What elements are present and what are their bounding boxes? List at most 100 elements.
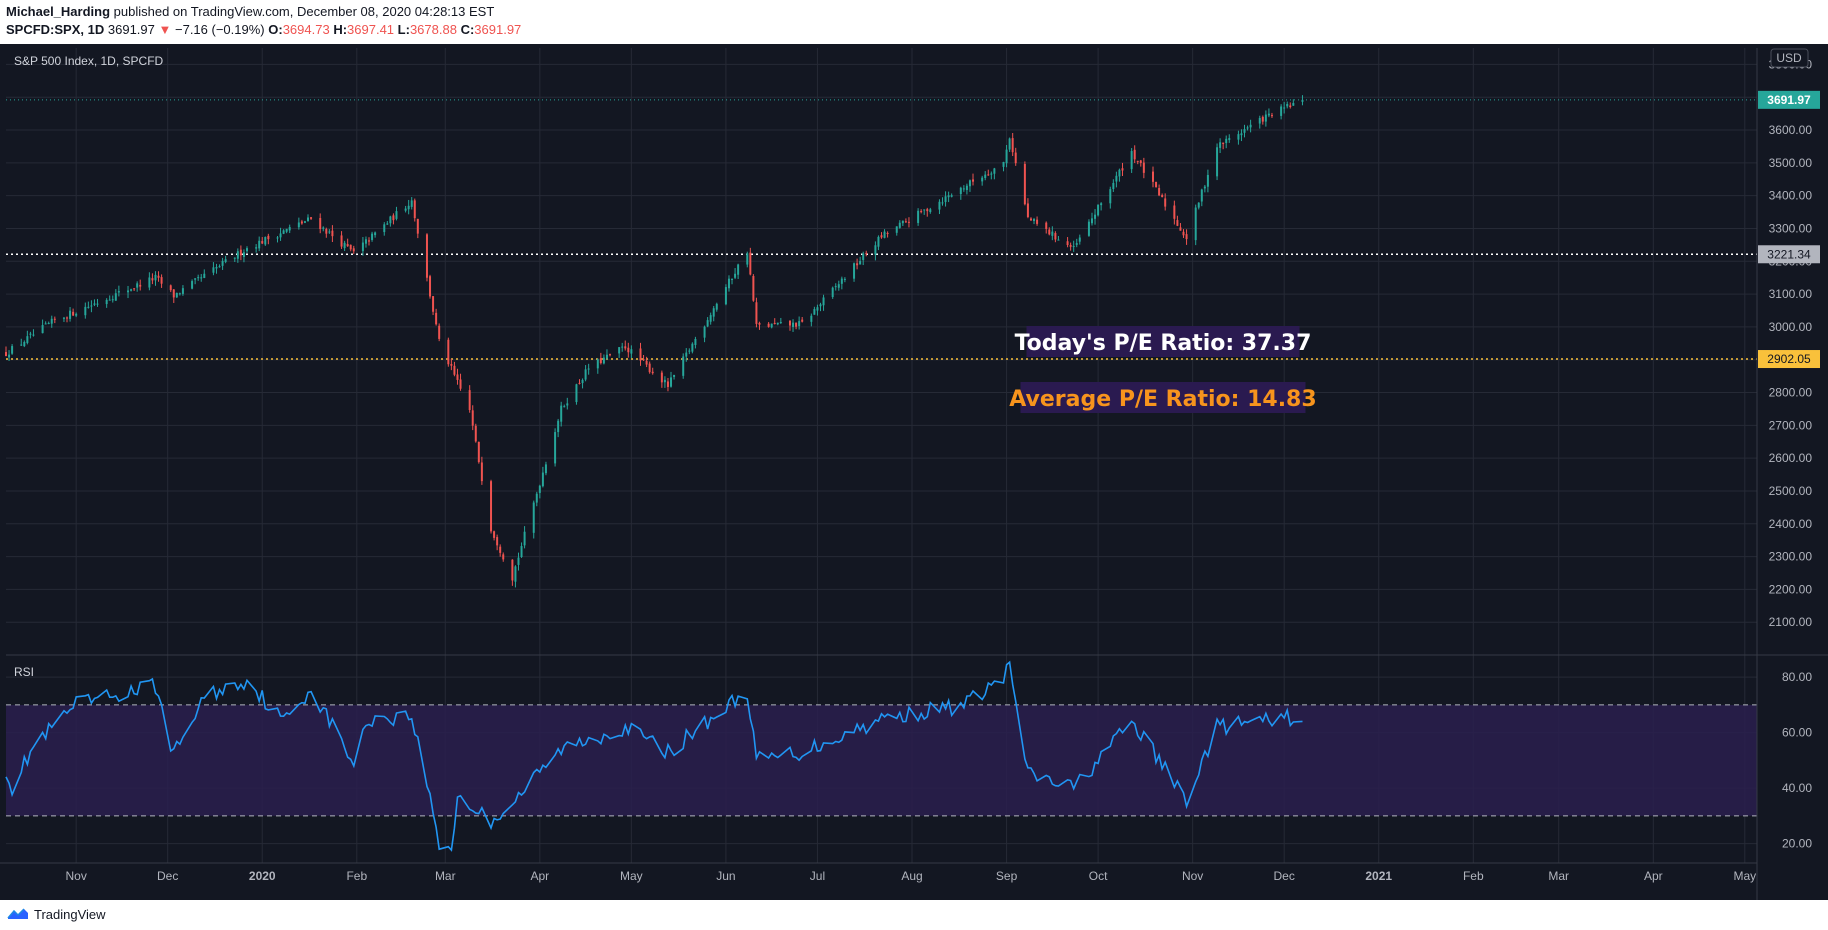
candle-body bbox=[1179, 227, 1182, 231]
candle-body bbox=[779, 321, 782, 323]
price-tick-label: 2500.00 bbox=[1769, 484, 1813, 498]
rsi-axis[interactable]: 80.00 60.00 40.00 20.00 bbox=[1782, 670, 1812, 850]
candle-body bbox=[5, 352, 7, 357]
candle-body bbox=[352, 248, 355, 252]
candle-body bbox=[319, 218, 322, 230]
candle-body bbox=[407, 205, 410, 210]
candle-body bbox=[218, 266, 221, 268]
candle-body bbox=[1292, 103, 1295, 106]
candle-body bbox=[837, 284, 840, 288]
candle-body bbox=[282, 230, 285, 234]
chart-canvas[interactable]: 3800.003700.003600.003500.003400.003300.… bbox=[0, 44, 1828, 900]
time-tick-label: May bbox=[620, 869, 643, 883]
candle-body bbox=[108, 299, 111, 301]
candle-body bbox=[602, 357, 605, 364]
candle-body bbox=[926, 209, 929, 212]
currency-badge[interactable] bbox=[1770, 48, 1809, 68]
candle-body bbox=[395, 211, 398, 219]
time-tick-label: Feb bbox=[1463, 869, 1484, 883]
candle-body bbox=[746, 253, 749, 265]
candle-body bbox=[1243, 129, 1246, 133]
axis-frame bbox=[0, 48, 1828, 900]
candle-body bbox=[151, 278, 154, 281]
header-bar: Michael_Harding published on TradingView… bbox=[0, 0, 1828, 44]
candle-series bbox=[5, 95, 1304, 588]
candle-body bbox=[96, 303, 99, 305]
candle-body bbox=[944, 196, 947, 202]
candle-body bbox=[843, 278, 846, 280]
candle-body bbox=[1228, 138, 1231, 140]
candle-body bbox=[468, 390, 471, 410]
candle-body bbox=[596, 359, 599, 369]
candle-body bbox=[941, 202, 944, 204]
candle-body bbox=[212, 267, 215, 273]
rsi-line bbox=[5, 660, 1303, 852]
price-tick-label: 2700.00 bbox=[1769, 418, 1813, 432]
candle-body bbox=[859, 261, 862, 265]
candle-body bbox=[93, 303, 96, 305]
candle-body bbox=[904, 221, 907, 223]
candle-body bbox=[1130, 151, 1133, 170]
price-tick-label: 3000.00 bbox=[1769, 320, 1813, 334]
candle-body bbox=[703, 326, 706, 338]
candle-body bbox=[691, 343, 694, 352]
time-tick-label: Aug bbox=[901, 869, 922, 883]
candle-body bbox=[883, 231, 886, 238]
candle-body bbox=[66, 317, 69, 319]
pe-label-box bbox=[1020, 382, 1306, 413]
time-tick-label: Apr bbox=[1644, 869, 1663, 883]
candle-body bbox=[630, 349, 633, 354]
candle-body bbox=[371, 233, 374, 240]
candle-body bbox=[105, 299, 108, 305]
candle-body bbox=[340, 235, 343, 247]
candle-body bbox=[1270, 115, 1273, 117]
candle-body bbox=[160, 277, 163, 284]
candle-body bbox=[178, 293, 181, 295]
candle-body bbox=[69, 310, 72, 319]
high-label: H: bbox=[333, 22, 348, 37]
candle-body bbox=[136, 283, 139, 288]
candle-body bbox=[584, 369, 587, 380]
rsi-band bbox=[6, 704, 1757, 817]
candle-body bbox=[880, 235, 883, 238]
price-tick-label: 2400.00 bbox=[1769, 517, 1813, 531]
candle-body bbox=[20, 344, 23, 346]
candle-body bbox=[532, 502, 535, 533]
candle-body bbox=[929, 209, 932, 213]
rsi-pane-title: RSI bbox=[14, 665, 34, 679]
price-change: −7.16 (−0.19%) bbox=[175, 22, 265, 37]
candle-body bbox=[72, 311, 75, 316]
candle-body bbox=[1033, 219, 1036, 222]
price-tick-label: 2300.00 bbox=[1769, 550, 1813, 564]
candle-body bbox=[605, 354, 608, 359]
candle-body bbox=[288, 227, 291, 231]
candle-body bbox=[1054, 233, 1057, 240]
candle-body bbox=[648, 363, 651, 373]
candle-body bbox=[1090, 218, 1093, 224]
candle-body bbox=[310, 217, 313, 219]
time-axis[interactable]: Nov Dec 2020 Feb Mar Apr May Jun Jul Aug Sep Oct Nov… bbox=[65, 869, 1756, 883]
time-tick-label: Mar bbox=[1548, 869, 1569, 883]
candle-body bbox=[923, 209, 926, 211]
time-tick-label: Jul bbox=[810, 869, 825, 883]
candle-body bbox=[917, 210, 920, 223]
candle-body bbox=[258, 240, 261, 249]
candle-body bbox=[898, 222, 901, 228]
candle-body bbox=[709, 315, 712, 322]
candle-body bbox=[1206, 174, 1209, 187]
candle-body bbox=[255, 247, 258, 249]
tradingview-brand[interactable]: TradingView bbox=[6, 906, 106, 922]
author-name[interactable]: Michael_Harding bbox=[6, 4, 111, 19]
candle-body bbox=[413, 200, 416, 219]
candle-body bbox=[1200, 189, 1203, 202]
candle-body bbox=[1078, 237, 1081, 242]
candle-body bbox=[1014, 152, 1017, 164]
candle-body bbox=[297, 222, 300, 228]
candle-body bbox=[642, 359, 645, 361]
candle-body bbox=[1045, 222, 1048, 229]
candle-body bbox=[1115, 175, 1118, 182]
candle-body bbox=[618, 347, 621, 354]
candle-body bbox=[181, 288, 184, 294]
candle-body bbox=[477, 441, 480, 463]
pe-annotations: Today's P/E Ratio: 37.37 Average P/E Rati… bbox=[1009, 326, 1317, 413]
